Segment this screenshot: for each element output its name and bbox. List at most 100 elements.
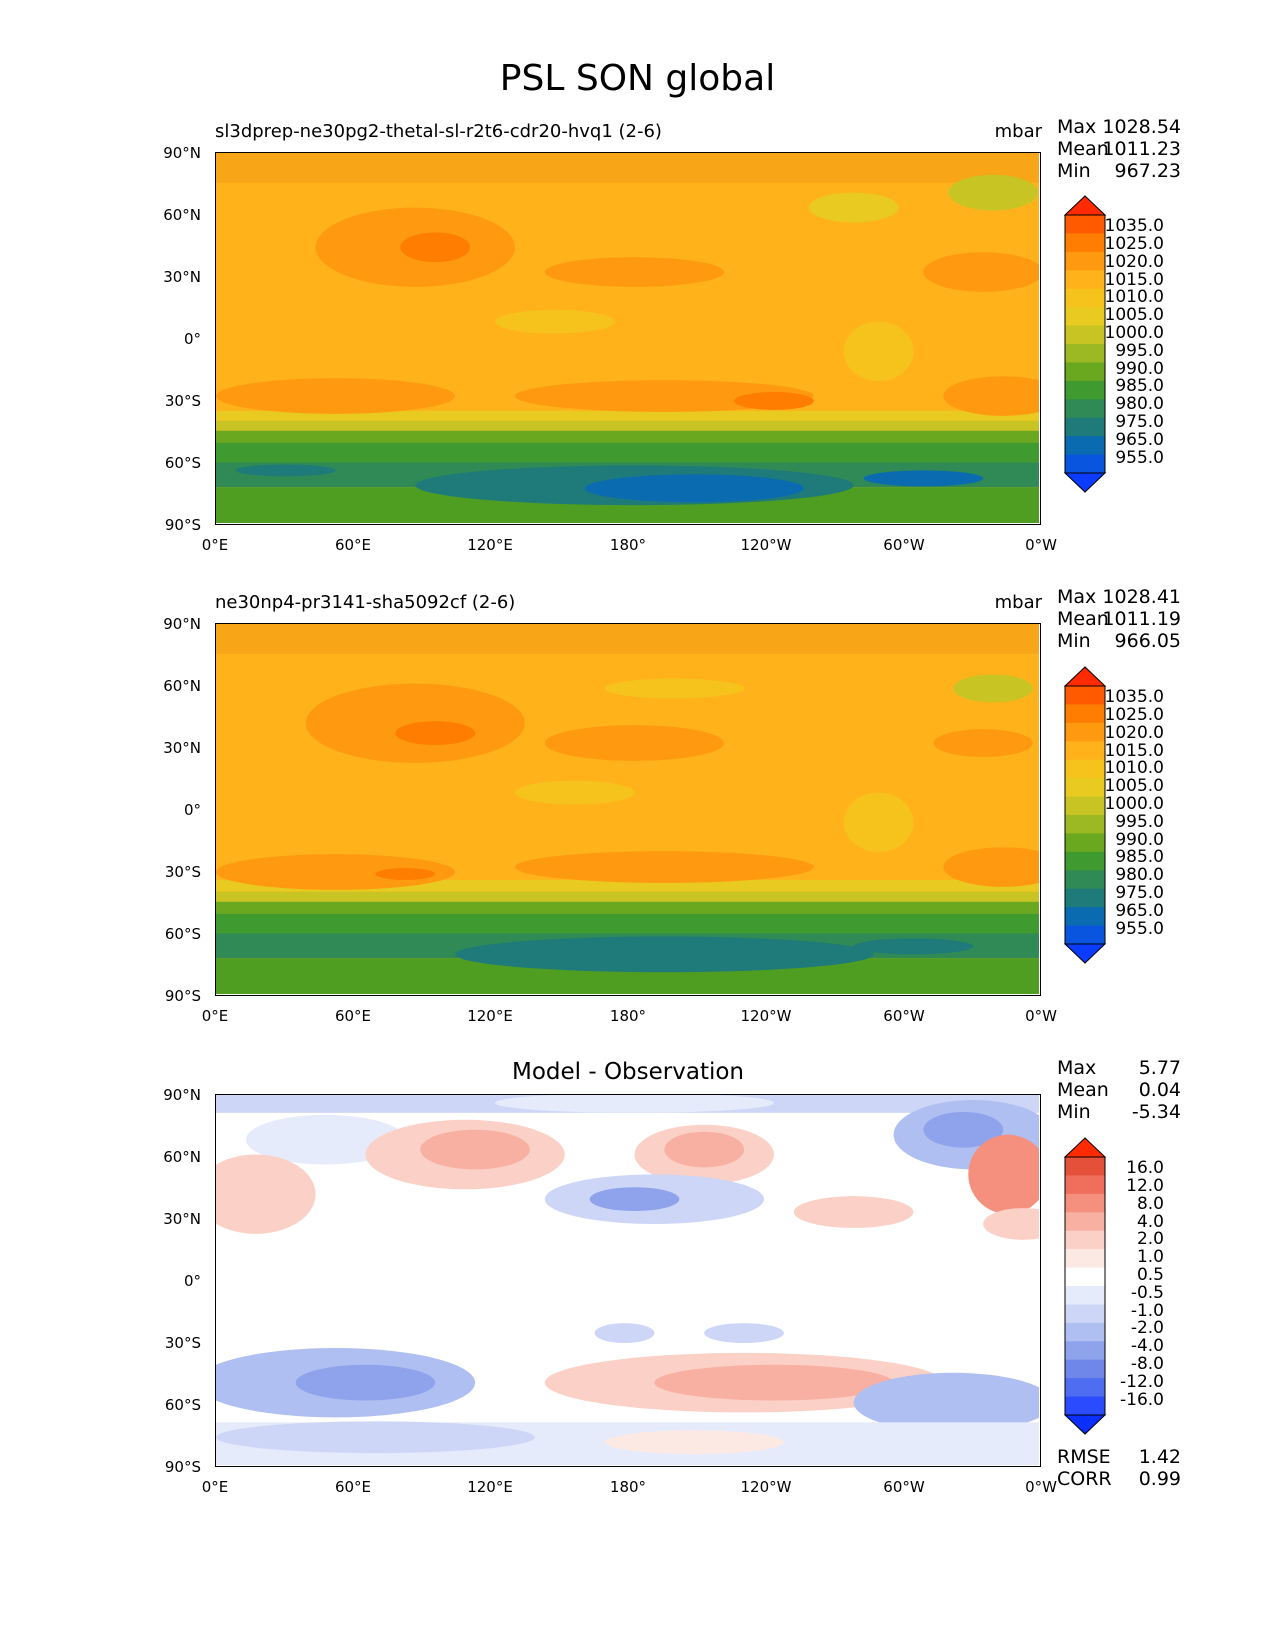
lat-tick: 0°	[183, 330, 201, 348]
panel-3-map	[215, 1094, 1041, 1467]
colorbar-label: 8.0	[1136, 1194, 1164, 1214]
colorbar-bin	[1065, 1341, 1105, 1361]
colorbar-bin	[1065, 1175, 1105, 1195]
panel-2-units: mbar	[994, 592, 1042, 613]
lat-tick: 30°N	[163, 268, 201, 286]
panel-3-stats: Max 5.77 Mean 0.04 Min -5.34	[1057, 1057, 1181, 1123]
colorbar-bin	[1065, 1249, 1105, 1269]
colorbar-label: 965.0	[1115, 901, 1164, 921]
corr-value: 0.99	[1138, 1468, 1181, 1490]
colorbar-bin	[1065, 741, 1105, 761]
colorbar-gradient	[1063, 666, 1107, 964]
colorbar-label: 1005.0	[1104, 776, 1164, 796]
colorbar-label: 995.0	[1115, 341, 1164, 361]
lat-tick: 0°	[183, 801, 201, 819]
lon-tick: 60°W	[883, 536, 925, 554]
colorbar-label: 1025.0	[1104, 234, 1164, 254]
panel-2-field	[216, 624, 1039, 994]
colorbar-bin	[1065, 215, 1105, 234]
colorbar-bin	[1065, 288, 1105, 308]
colorbar-label: 975.0	[1115, 412, 1164, 432]
lon-tick: 60°W	[883, 1478, 925, 1496]
colorbar-bin	[1065, 1396, 1105, 1416]
panel-1-units: mbar	[994, 121, 1042, 142]
lat-tick: 90°N	[163, 144, 201, 162]
lat-tick: 90°N	[163, 615, 201, 633]
max-label: Max	[1057, 1057, 1097, 1079]
lat-tick: 90°N	[163, 1086, 201, 1104]
colorbar-label: 0.5	[1136, 1265, 1164, 1285]
colorbar-bin	[1065, 344, 1105, 363]
colorbar-bin	[1065, 251, 1105, 271]
colorbar-label: -8.0	[1130, 1354, 1164, 1374]
panel-1-colorbar-labels: 1035.0 1025.0 1020.0 1015.0 1010.0 1005.…	[1092, 216, 1172, 471]
colorbar-outline	[1064, 1156, 1106, 1416]
lat-tick: 60°S	[164, 1396, 201, 1414]
colorbar-bin	[1065, 436, 1105, 456]
min-label: Min	[1057, 1101, 1091, 1123]
colorbar-label: -12.0	[1120, 1372, 1164, 1392]
colorbar-label: -1.0	[1130, 1301, 1164, 1321]
lat-tick: 90°S	[164, 987, 201, 1005]
panel-1-title: sl3dprep-ne30pg2-thetal-sl-r2t6-cdr20-hv…	[215, 121, 662, 142]
colorbar-extend-min	[1063, 943, 1107, 964]
colorbar-label: 4.0	[1136, 1212, 1164, 1232]
colorbar-label: 955.0	[1115, 448, 1164, 468]
lat-tick: 30°N	[163, 739, 201, 757]
max-label: Max	[1057, 116, 1097, 138]
lat-tick: 60°N	[163, 1148, 201, 1166]
colorbar-label: 985.0	[1115, 376, 1164, 396]
colorbar-bin	[1065, 1157, 1105, 1176]
colorbar-label: 980.0	[1115, 394, 1164, 414]
colorbar-label: 1010.0	[1104, 758, 1164, 778]
lat-tick: 90°S	[164, 516, 201, 534]
panel-1-colorbar	[1062, 195, 1108, 493]
lon-tick: 60°W	[883, 1007, 925, 1025]
panel-1-stats: Max 1028.54 Mean 1011.23 Min 967.23	[1057, 116, 1181, 182]
colorbar-gradient	[1063, 195, 1107, 493]
colorbar-bin	[1065, 399, 1105, 419]
colorbar-bin	[1065, 686, 1105, 705]
colorbar-label: -2.0	[1130, 1318, 1164, 1338]
colorbar-bin	[1065, 704, 1105, 724]
colorbar-label: 1000.0	[1104, 794, 1164, 814]
panel-3-colorbar-labels: 16.0 12.0 8.0 4.0 2.0 1.0 0.5 -0.5 -1.0 …	[1092, 1158, 1172, 1413]
lat-tick: 30°S	[164, 863, 201, 881]
colorbar-label: 1015.0	[1104, 270, 1164, 290]
colorbar-bin	[1065, 270, 1105, 290]
colorbar-label: 1035.0	[1104, 687, 1164, 707]
colorbar-bin	[1065, 925, 1105, 945]
colorbar-bin	[1065, 833, 1105, 853]
colorbar-bin	[1065, 851, 1105, 871]
lon-tick: 180°	[609, 1478, 647, 1496]
colorbar-label: 2.0	[1136, 1229, 1164, 1249]
lat-tick: 30°N	[163, 1210, 201, 1228]
colorbar-label: 1020.0	[1104, 252, 1164, 272]
colorbar-extend-max	[1063, 195, 1107, 216]
mean-label: Mean	[1057, 1079, 1109, 1101]
lat-tick: 60°S	[164, 454, 201, 472]
colorbar-outline	[1064, 685, 1106, 945]
lon-tick: 120°E	[467, 1007, 513, 1025]
colorbar-bin	[1065, 1212, 1105, 1232]
lon-tick: 0°W	[1025, 1007, 1057, 1025]
colorbar-label: 1020.0	[1104, 723, 1164, 743]
min-value: -5.34	[1131, 1101, 1181, 1123]
figure-title: PSL SON global	[499, 58, 776, 99]
lon-tick: 120°W	[740, 1478, 792, 1496]
panel-3-title: Model - Observation	[511, 1059, 745, 1085]
colorbar-bin	[1065, 362, 1105, 382]
lat-tick: 90°S	[164, 1458, 201, 1476]
colorbar-label: 1010.0	[1104, 287, 1164, 307]
colorbar-label: 1000.0	[1104, 323, 1164, 343]
lat-tick: 60°N	[163, 206, 201, 224]
corr-label: CORR	[1057, 1468, 1112, 1490]
colorbar-label: 1005.0	[1104, 305, 1164, 325]
colorbar-label: 990.0	[1115, 359, 1164, 379]
lon-tick: 60°E	[334, 1007, 372, 1025]
lon-tick: 60°E	[334, 1478, 372, 1496]
lon-tick: 0°W	[1025, 536, 1057, 554]
colorbar-bin	[1065, 417, 1105, 437]
rmse-label: RMSE	[1057, 1446, 1111, 1468]
colorbar-extend-max	[1063, 666, 1107, 687]
